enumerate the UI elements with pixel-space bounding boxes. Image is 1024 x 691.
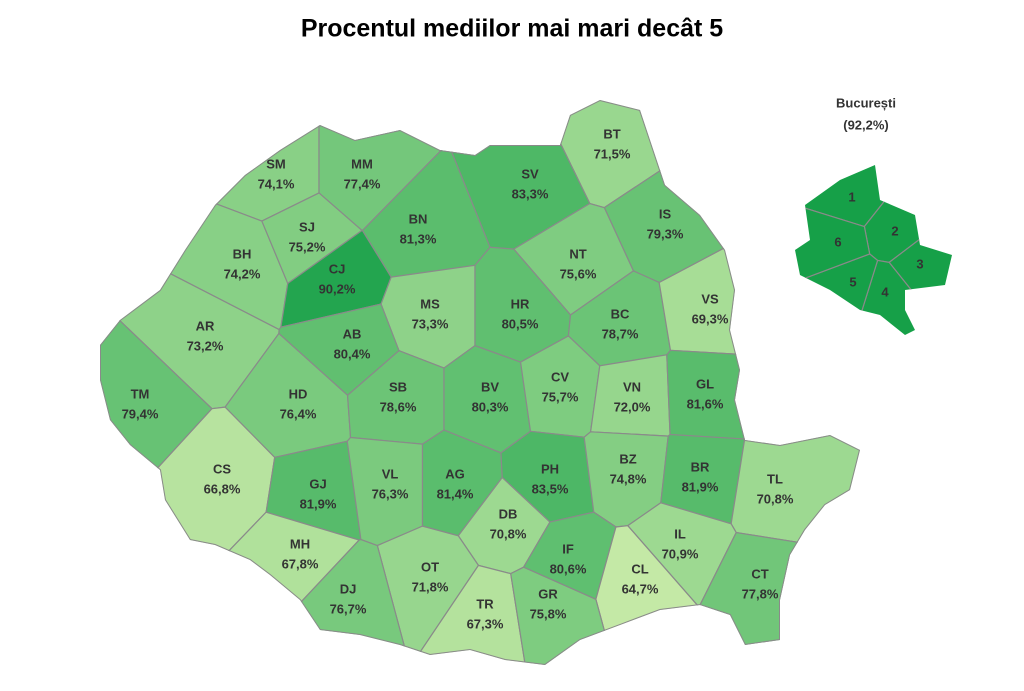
county-value-label: 77,8% xyxy=(742,586,779,601)
county-value-label: 81,9% xyxy=(300,496,337,511)
county-value-label: 78,7% xyxy=(602,326,639,341)
county-value-label: 77,4% xyxy=(344,176,381,191)
county-code: GL xyxy=(696,376,714,391)
county-code: CV xyxy=(551,369,569,384)
county-code: DJ xyxy=(340,581,357,596)
county xyxy=(589,354,671,437)
county-code: MM xyxy=(351,156,373,171)
county-code: BZ xyxy=(619,451,636,466)
county-value-label: 66,8% xyxy=(204,481,241,496)
inset-title: București xyxy=(836,95,896,110)
county-value-label: 70,8% xyxy=(757,491,794,506)
county-value-label: 79,4% xyxy=(122,406,159,421)
county-code: TM xyxy=(131,386,150,401)
labels: SM 74,1% MM 77,4% BT 71,5% SV 83,3% BH 74,2% SJ 75,… xyxy=(122,126,924,631)
county-code: MH xyxy=(290,536,310,551)
county-value-label: 80,4% xyxy=(334,346,371,361)
county xyxy=(730,349,860,556)
sector-label: 5 xyxy=(849,274,856,289)
county-value-label: 78,6% xyxy=(380,399,417,414)
county-value-label: 83,3% xyxy=(512,186,549,201)
county-value-label: 74,1% xyxy=(258,176,295,191)
map-title: Procentul mediilor mai mari decât 5 xyxy=(301,15,723,43)
county-value-label: 76,3% xyxy=(372,486,409,501)
county-code: AB xyxy=(343,326,362,341)
county-value-label: 76,4% xyxy=(280,406,317,421)
county-value-label: 70,8% xyxy=(490,526,527,541)
county-code: BH xyxy=(233,246,252,261)
county-code: BT xyxy=(603,126,620,141)
county-code: SV xyxy=(521,166,539,181)
county-code: SM xyxy=(266,156,286,171)
county-code: BR xyxy=(691,459,710,474)
sector-label: 2 xyxy=(891,223,898,238)
county-value-label: 75,8% xyxy=(530,606,567,621)
county-code: TL xyxy=(767,471,783,486)
sector-label: 1 xyxy=(848,189,855,204)
county-value-label: 83,5% xyxy=(532,481,569,496)
county-code: IS xyxy=(659,206,672,221)
county-code: SJ xyxy=(299,219,315,234)
inset-value-label: (92,2%) xyxy=(843,117,889,132)
county-value-label: 71,8% xyxy=(412,579,449,594)
county-code: HR xyxy=(511,296,530,311)
bucharest-sectors xyxy=(795,165,952,335)
county-code: DB xyxy=(499,506,518,521)
county-code: BC xyxy=(611,306,630,321)
county-value-label: 72,0% xyxy=(614,399,651,414)
sector-label: 3 xyxy=(916,256,923,271)
county-code: SB xyxy=(389,379,407,394)
county-value-label: 75,7% xyxy=(542,389,579,404)
county xyxy=(666,349,853,440)
county-value-label: 74,2% xyxy=(224,266,261,281)
county-value-label: 90,2% xyxy=(319,281,356,296)
county-code: HD xyxy=(289,386,308,401)
county-value-label: 67,8% xyxy=(282,556,319,571)
county-value-label: 80,5% xyxy=(502,316,539,331)
county-value-label: 81,9% xyxy=(682,479,719,494)
county-value-label: 76,7% xyxy=(330,601,367,616)
county xyxy=(100,100,320,222)
county-code: PH xyxy=(541,461,559,476)
county-code: TR xyxy=(476,596,494,611)
county-value-label: 73,2% xyxy=(187,338,224,353)
county-value-label: 81,3% xyxy=(400,231,437,246)
county-value-label: 80,3% xyxy=(472,399,509,414)
county-code: NT xyxy=(569,246,586,261)
county-value-label: 71,5% xyxy=(594,146,631,161)
county-code: CT xyxy=(751,566,768,581)
county-value-label: 64,7% xyxy=(622,581,659,596)
county-code: VL xyxy=(382,466,399,481)
county-value-label: 81,4% xyxy=(437,486,474,501)
county-value-label: 75,2% xyxy=(289,239,326,254)
county-value-label: 80,6% xyxy=(550,561,587,576)
county-value-label: 75,6% xyxy=(560,266,597,281)
county-code: OT xyxy=(421,559,439,574)
county-value-label: 70,9% xyxy=(662,546,699,561)
county-code: CL xyxy=(631,561,648,576)
county-value-label: 81,6% xyxy=(687,396,724,411)
county-code: GJ xyxy=(309,476,326,491)
county-code: VS xyxy=(701,291,719,306)
county-code: BN xyxy=(409,211,428,226)
county-code: IF xyxy=(562,541,574,556)
county-code: VN xyxy=(623,379,641,394)
county-code: MS xyxy=(420,296,440,311)
county-code: AG xyxy=(445,466,465,481)
county-value-label: 79,3% xyxy=(647,226,684,241)
sector-label: 4 xyxy=(881,284,889,299)
county-code: AR xyxy=(196,318,215,333)
county-code: IL xyxy=(674,526,686,541)
county-code: GR xyxy=(538,586,558,601)
county-value-label: 73,3% xyxy=(412,316,449,331)
county-value-label: 67,3% xyxy=(467,616,504,631)
county-code: CS xyxy=(213,461,231,476)
county-value-label: 69,3% xyxy=(692,311,729,326)
county-value-label: 74,8% xyxy=(610,471,647,486)
county-code: CJ xyxy=(329,261,346,276)
county-code: BV xyxy=(481,379,499,394)
sector-label: 6 xyxy=(834,234,841,249)
